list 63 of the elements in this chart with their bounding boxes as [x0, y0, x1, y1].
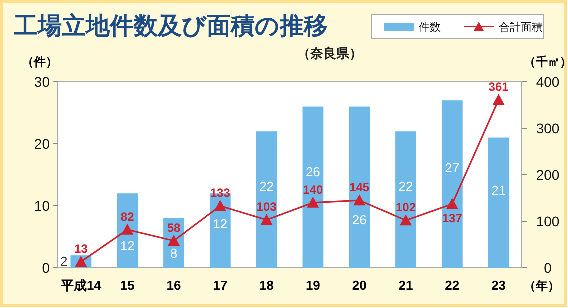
y-tick-label: 0 — [42, 260, 50, 276]
data-label: 82 — [120, 210, 135, 224]
data-label: 102 — [396, 200, 416, 215]
point — [354, 194, 366, 206]
point — [75, 256, 88, 267]
y2-tick-label: 0 — [544, 260, 552, 276]
y-tick-label: 30 — [34, 74, 50, 90]
x-tick-label: 23 — [492, 278, 506, 293]
point — [446, 198, 458, 210]
data-label: 26 — [306, 164, 320, 180]
data-label: 8 — [170, 246, 178, 262]
bar — [117, 194, 138, 268]
data-label: 22 — [260, 179, 274, 194]
data-label: 12 — [120, 238, 135, 254]
y2-tick-label: 400 — [536, 74, 560, 90]
data-label: 27 — [445, 160, 460, 176]
data-label: 12 — [213, 216, 228, 232]
data-label: 2 — [60, 254, 68, 269]
data-label: 26 — [352, 212, 367, 228]
data-label: 21 — [492, 182, 506, 198]
x-tick-label: 19 — [306, 278, 320, 293]
x-tick-label: 平成14 — [60, 278, 102, 293]
point — [492, 94, 505, 106]
data-label: 137 — [442, 211, 463, 226]
point — [260, 214, 273, 226]
y2-tick-label: 300 — [536, 120, 560, 136]
bar — [488, 138, 510, 268]
point — [122, 224, 134, 235]
x-tick-label: 20 — [352, 278, 367, 293]
bar — [349, 106, 370, 268]
bar — [396, 132, 416, 268]
point — [307, 196, 320, 208]
bar — [302, 106, 324, 268]
x-tick-label: 16 — [166, 278, 182, 293]
chart-subtitle: （奈良県） — [298, 46, 362, 61]
data-label: 145 — [350, 180, 370, 195]
data-label: 133 — [210, 186, 231, 200]
legend-label: 合計面積 — [499, 21, 543, 34]
point — [214, 200, 226, 212]
y-tick-label: 10 — [34, 198, 50, 214]
chart-title: 工場立地件数及び面積の推移 — [13, 13, 328, 40]
data-label: 103 — [256, 200, 278, 214]
point — [400, 214, 412, 226]
x-tick-label: 21 — [398, 278, 414, 293]
point — [168, 235, 180, 246]
data-label: 58 — [167, 221, 181, 236]
x-tick-label: 18 — [260, 278, 274, 293]
data-label: 22 — [398, 179, 414, 194]
x-axis-title: （年） — [524, 279, 560, 293]
y2-tick-label: 100 — [536, 214, 560, 230]
data-label: 361 — [488, 80, 510, 94]
y-axis-title: （件） — [22, 55, 58, 69]
bar — [442, 100, 463, 268]
data-label: 140 — [303, 182, 324, 197]
y-tick-label: 20 — [34, 136, 50, 152]
x-tick-label: 15 — [120, 278, 135, 293]
y2-tick-label: 200 — [536, 167, 560, 183]
x-tick-label: 22 — [445, 278, 460, 293]
bar — [256, 132, 278, 268]
x-tick-label: 17 — [213, 278, 228, 293]
data-label: 13 — [74, 242, 88, 256]
legend-label: 件数 — [419, 22, 441, 34]
y2-axis-title: （千㎡） — [524, 55, 568, 69]
